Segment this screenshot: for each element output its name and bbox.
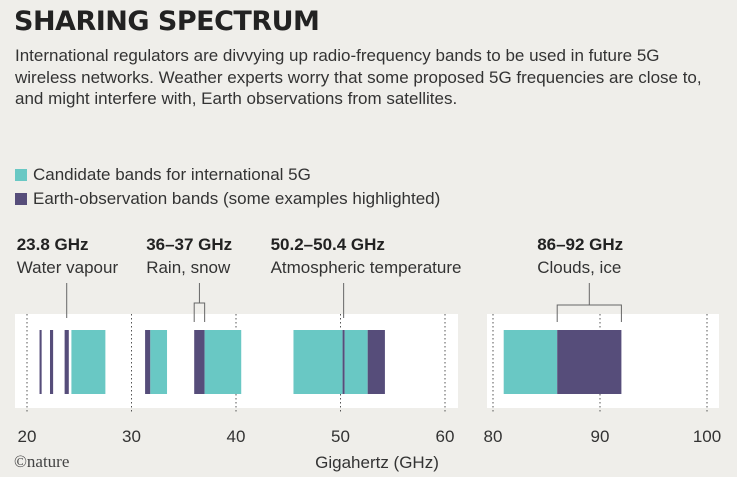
chart-title: SHARING SPECTRUM [14, 6, 320, 37]
annotation-frequency-0-1: 36–37 GHz [146, 235, 232, 254]
x-axis-label: Gigahertz (GHz) [315, 453, 439, 472]
annotation-frequency-0-2: 50.2–50.4 GHz [271, 235, 385, 254]
legend-item-5g: Candidate bands for international 5G [15, 163, 440, 187]
annotation-label-0-2: Atmospheric temperature [271, 258, 462, 277]
annotation-label-0-0: Water vapour [17, 258, 119, 277]
annotation-label-0-1: Rain, snow [146, 258, 231, 277]
band-earth-observation-0-9 [342, 330, 345, 394]
x-tick-label-60: 60 [436, 427, 455, 446]
band-earth-observation-0-6 [194, 330, 205, 394]
band-earth-observation-0-2 [64, 330, 69, 394]
band-earth-observation-1-1 [557, 330, 622, 394]
annotation-frequency-0-0: 23.8 GHz [17, 235, 89, 254]
annotation-label-1-0: Clouds, ice [537, 258, 621, 277]
band-earth-observation-0-0 [39, 330, 42, 394]
band-candidate-5g-0-5 [150, 330, 168, 394]
legend-label-earth-observation: Earth-observation bands (some examples h… [33, 189, 441, 208]
band-earth-observation-0-4 [145, 330, 151, 394]
legend-label-5g: Candidate bands for international 5G [33, 165, 311, 184]
x-tick-label-30: 30 [122, 427, 141, 446]
credit-logo: ©nature [14, 452, 69, 471]
annotation-frequency-1-0: 86–92 GHz [537, 235, 623, 254]
band-candidate-5g-0-8 [293, 330, 343, 394]
band-candidate-5g-1-0 [503, 330, 558, 394]
legend-swatch-earth-observation [15, 193, 27, 205]
x-tick-label-100: 100 [693, 427, 721, 446]
legend-swatch-5g [15, 169, 27, 181]
band-candidate-5g-0-7 [204, 330, 242, 394]
x-tick-label-50: 50 [331, 427, 350, 446]
legend: Candidate bands for international 5G Ear… [15, 163, 440, 211]
chart-subtitle: International regulators are divvying up… [15, 46, 702, 108]
x-tick-label-90: 90 [591, 427, 610, 446]
legend-item-earth-observation: Earth-observation bands (some examples h… [15, 187, 440, 211]
band-earth-observation-0-11 [367, 330, 385, 394]
x-tick-label-40: 40 [227, 427, 246, 446]
band-candidate-5g-0-10 [344, 330, 368, 394]
x-tick-label-20: 20 [18, 427, 37, 446]
band-earth-observation-0-1 [49, 330, 54, 394]
x-tick-label-80: 80 [484, 427, 503, 446]
band-candidate-5g-0-3 [71, 330, 106, 394]
